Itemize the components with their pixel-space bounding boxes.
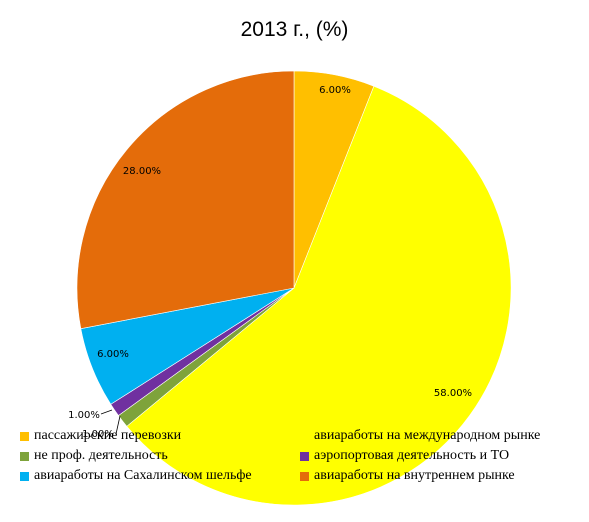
data-label-1: 58.00% [434,388,472,399]
leader-line-2 [115,415,121,435]
leader-line-3 [100,409,113,415]
pie-slice-1 [126,85,512,506]
data-label-0: 6.00% [319,85,351,96]
data-label-2: 1.00% [82,429,114,440]
chart-title: 2013 г., (%) [240,18,349,41]
data-label-4: 6.00% [97,349,129,360]
data-label-3: 1.00% [68,410,100,421]
data-label-5: 28.00% [123,166,161,177]
pie-slice-5 [76,70,295,330]
